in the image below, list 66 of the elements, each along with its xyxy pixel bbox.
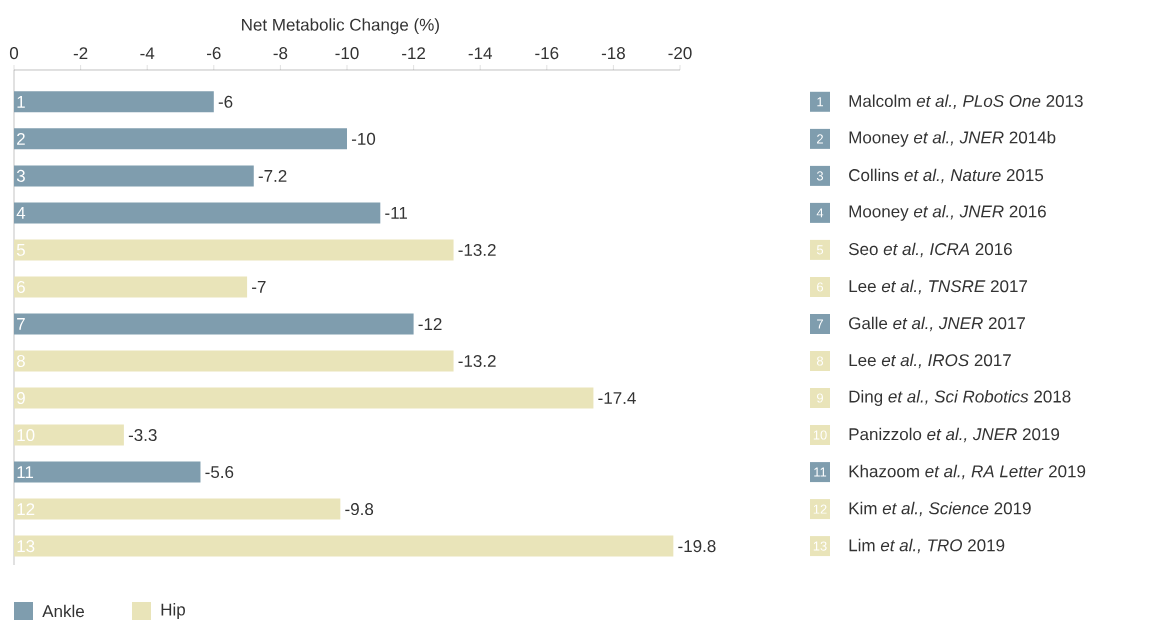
category-label: 11	[814, 467, 827, 477]
data-label: -6	[218, 95, 233, 108]
x-tick-label: 0	[9, 47, 19, 60]
category-label: 4	[816, 208, 824, 218]
y-tick-label: 8	[16, 354, 25, 368]
text: Panizzolo et al., JNER 2019	[849, 427, 1060, 443]
category-label: 6	[817, 282, 824, 292]
x-tick-label: -10	[335, 47, 359, 60]
y-tick-label: 11	[17, 466, 34, 478]
x-tick-label: -18	[601, 47, 625, 60]
text: Lim et al., TRO 2019	[849, 538, 1005, 554]
category-label: 13	[813, 541, 827, 551]
data-label: -11	[385, 207, 407, 219]
y-tick-label: 6	[17, 280, 25, 293]
data-label: -7.2	[258, 169, 287, 182]
y-tick-label: 9	[17, 391, 25, 405]
text: Collins et al., Nature 2015	[849, 168, 1044, 184]
y-tick-label: 7	[17, 318, 25, 330]
x-tick-label: -6	[207, 47, 221, 60]
text: Seo et al., ICRA 2016	[848, 242, 1012, 258]
data-label: -5.6	[205, 466, 234, 479]
x-axis-title: Net Metabolic Change (%)	[242, 18, 439, 35]
category-label: 5	[816, 245, 824, 255]
x-tick-label: -20	[668, 47, 692, 60]
data-label: -17.4	[598, 392, 636, 404]
y-tick-label: 4	[16, 207, 26, 219]
category-label: 12	[813, 504, 827, 514]
text: Mooney et al., JNER 2014b	[849, 130, 1056, 147]
y-tick-label: 12	[17, 503, 35, 516]
text: Malcolm et al., PLoS One 2013	[849, 94, 1083, 110]
data-label: -3.3	[128, 429, 157, 442]
text: Ding et al., Sci Robotics 2018	[849, 390, 1071, 406]
data-label: -9.8	[345, 503, 374, 516]
text: Khazoom et al., RA Letter 2019	[849, 464, 1086, 480]
category-label: 2	[817, 134, 823, 144]
text: Lee et al., TNSRE 2017	[849, 279, 1028, 295]
text: Galle et al., JNER 2017	[849, 316, 1025, 332]
data-label: -13.2	[458, 243, 496, 256]
category-label: 1	[817, 97, 823, 107]
data-label: -10	[351, 132, 376, 145]
data-label: -13.2	[458, 354, 496, 368]
category-label: 10	[813, 430, 827, 440]
data-label: -7	[252, 281, 266, 293]
category-label: 8	[816, 356, 824, 366]
y-tick-label: 3	[16, 169, 25, 182]
text: Lee et al., IROS 2017	[849, 353, 1011, 369]
y-tick-label: 13	[17, 540, 35, 553]
x-tick-label: -16	[535, 47, 559, 60]
x-tick-label: -4	[140, 47, 155, 60]
data-label: -19.8	[678, 540, 716, 553]
data-label: -12	[418, 318, 442, 330]
y-tick-label: 2	[17, 132, 25, 145]
text: Mooney et al., JNER 2016	[849, 204, 1046, 221]
legend-label: Hip	[161, 603, 185, 619]
x-tick-label: -8	[273, 47, 288, 60]
text: Kim et al., Science 2019	[849, 501, 1031, 517]
category-label: 9	[817, 393, 823, 403]
y-tick-label: 10	[17, 429, 35, 442]
x-tick-label: -2	[73, 47, 88, 60]
x-tick-label: -12	[402, 47, 426, 60]
category-label: 7	[817, 319, 823, 329]
y-tick-label: 5	[16, 243, 25, 256]
legend-label: Ankle	[42, 604, 84, 618]
category-label: 3	[816, 171, 824, 181]
y-tick-label: 1	[17, 95, 25, 108]
x-tick-label: -14	[468, 47, 492, 60]
